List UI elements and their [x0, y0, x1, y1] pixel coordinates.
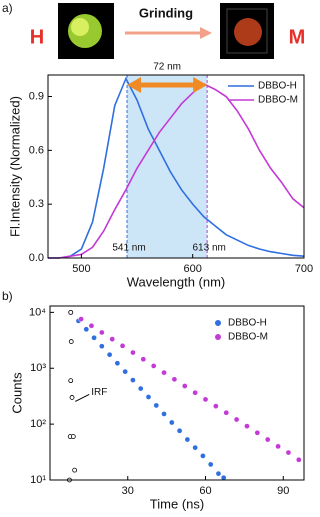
inset-sample-h [71, 18, 89, 36]
series-line [48, 76, 305, 259]
data-point [223, 409, 230, 416]
data-point [275, 443, 281, 450]
series-line [48, 83, 305, 259]
data-point [168, 419, 175, 426]
data-point [114, 360, 121, 367]
data-point [106, 351, 113, 358]
marker-label: 613 nm [192, 243, 225, 254]
span-arrow-head [193, 77, 208, 93]
data-point [83, 326, 90, 333]
inset-frame-m [226, 8, 268, 54]
x-axis-label: Wavelength (nm) [127, 274, 226, 289]
irf-label: IRF [91, 387, 107, 398]
y-tick-label: 10² [30, 418, 46, 430]
irf-arrow [75, 394, 90, 402]
data-point [161, 411, 167, 417]
data-point [215, 470, 222, 477]
data-point [98, 343, 105, 350]
data-point [161, 369, 167, 376]
span-arrow-head [127, 77, 142, 93]
data-point [184, 436, 191, 443]
y-tick-label: 10⁴ [29, 306, 46, 318]
data-point [244, 423, 250, 429]
y-tick-label: 0.3 [29, 198, 44, 210]
inset-left-label: H [30, 26, 44, 48]
data-point [145, 394, 152, 400]
panel-label: b) [2, 289, 13, 303]
x-tick-label: 60 [199, 485, 211, 497]
y-tick-label: 0.0 [29, 252, 44, 264]
legend-label: DBBO-H [258, 81, 297, 92]
data-point [176, 427, 183, 434]
y-axis-label: Counts [9, 372, 24, 414]
data-point [264, 436, 271, 443]
irf-point [72, 467, 78, 473]
irf-point [69, 395, 75, 400]
legend-label: DBBO-H [228, 318, 267, 329]
data-point [233, 416, 240, 423]
x-tick-label: 500 [72, 263, 90, 275]
data-point [295, 456, 302, 463]
data-point [254, 429, 261, 436]
legend-swatch [215, 334, 221, 340]
plot-frame [49, 305, 305, 481]
data-point [88, 322, 95, 329]
data-point [130, 377, 136, 383]
data-point [207, 461, 214, 468]
y-tick-label: 0.6 [29, 144, 44, 156]
y-tick-label: 0.9 [29, 90, 44, 102]
irf-point [68, 339, 74, 344]
grinding-arrow-head [200, 27, 212, 39]
inset-arrow-label: Grinding [139, 5, 193, 20]
irf-point [68, 378, 74, 384]
legend-label: DBBO-M [258, 95, 298, 106]
data-point [200, 453, 206, 459]
x-tick-label: 600 [184, 263, 202, 275]
inset-right-label: M [289, 26, 306, 48]
data-point [109, 336, 116, 342]
data-point [78, 316, 84, 322]
data-point [153, 402, 160, 409]
inset-sample-m [234, 18, 262, 46]
data-point [202, 396, 209, 403]
y-tick-label: 10¹ [30, 474, 46, 486]
data-point [150, 363, 157, 369]
plot-frame [47, 74, 305, 259]
data-point [285, 449, 292, 456]
legend-swatch [215, 320, 221, 326]
data-point [137, 385, 144, 392]
x-tick-label: 90 [277, 485, 289, 497]
data-point [140, 356, 147, 363]
legend-label: DBBO-M [228, 332, 268, 343]
marker-label: 541 nm [112, 243, 145, 254]
span-label: 72 nm [153, 62, 181, 73]
y-axis-label: Fl.Intensity (Normalized) [7, 96, 22, 237]
x-tick-label: 700 [295, 263, 313, 275]
data-point [213, 403, 219, 409]
data-point [91, 334, 97, 341]
data-point [119, 342, 126, 349]
x-tick-label: 30 [122, 485, 134, 497]
data-point [130, 349, 136, 356]
panel-label: a) [2, 1, 13, 15]
y-tick-label: 10³ [30, 362, 46, 374]
data-point [192, 389, 198, 396]
irf-point [68, 309, 74, 315]
x-axis-label: Time (ns) [150, 496, 204, 511]
data-point [98, 329, 105, 336]
data-point [192, 444, 198, 451]
data-point [171, 376, 178, 383]
data-point [122, 368, 129, 375]
irf-point [70, 434, 76, 439]
data-point [181, 383, 188, 389]
